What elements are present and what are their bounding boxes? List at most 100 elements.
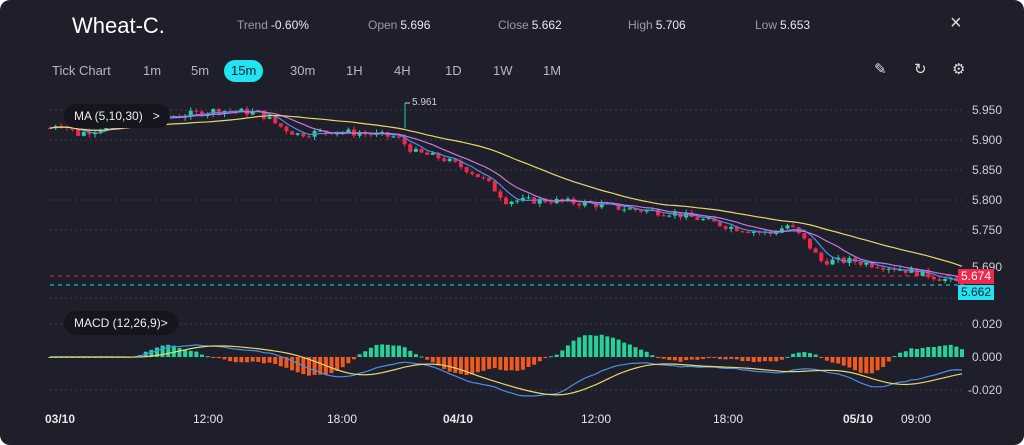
candle-body	[723, 226, 728, 229]
candle-body	[458, 161, 463, 168]
macd-histogram-bar	[374, 344, 379, 357]
close-icon[interactable]: ×	[950, 12, 962, 34]
candle-body	[633, 208, 638, 211]
candle-body	[582, 201, 587, 206]
candle-body	[261, 110, 266, 119]
macd-histogram-bar	[205, 356, 210, 358]
open-stat: Open 5.696	[368, 18, 430, 32]
macd-histogram-bar	[380, 344, 385, 357]
macd-histogram-bar	[706, 357, 711, 359]
macd-histogram-bar	[216, 357, 221, 359]
timeframe-1d[interactable]: 1D	[445, 63, 462, 78]
macd-histogram-bar	[520, 357, 525, 370]
macd-histogram-bar	[847, 357, 852, 368]
macd-histogram-bar	[931, 346, 936, 357]
timeframe-1m[interactable]: 1m	[143, 63, 162, 78]
candle-body	[599, 203, 604, 208]
candle-body	[278, 123, 283, 127]
candle-body	[937, 279, 942, 281]
macd-indicator-pill[interactable]: MACD (12,26,9)>	[64, 311, 178, 335]
chevron-right-icon: >	[160, 316, 168, 330]
settings-icon[interactable]: ⚙	[952, 61, 966, 78]
timeframe-1w[interactable]: 1W	[493, 63, 513, 78]
high-label: High	[628, 18, 653, 32]
candle-body	[644, 210, 649, 212]
candle-body	[943, 279, 948, 281]
candle-body	[526, 197, 531, 199]
candle-body	[509, 201, 514, 205]
timeframe-30m[interactable]: 30m	[290, 63, 316, 78]
macd-histogram-bar	[160, 345, 165, 357]
low-value: 5.653	[780, 18, 811, 32]
macd-histogram-bar	[290, 357, 295, 371]
candle-body	[402, 137, 407, 145]
close-stat: Close 5.662	[498, 18, 562, 32]
macd-histogram-bar	[791, 353, 796, 357]
timeframe-4h[interactable]: 4H	[394, 63, 411, 78]
macd-histogram-bar	[740, 357, 745, 362]
macd-histogram-bar	[278, 357, 283, 367]
macd-histogram-bar	[385, 344, 390, 357]
prev-price-tag: 5.674	[958, 269, 994, 284]
macd-histogram-bar	[571, 340, 576, 357]
candle-body	[70, 127, 75, 130]
candle-body	[301, 133, 306, 137]
candle-body	[211, 109, 216, 114]
macd-histogram-bar	[954, 346, 959, 357]
reset-icon[interactable]: ↻	[914, 61, 927, 78]
candle-body	[931, 276, 936, 280]
candle-body	[425, 152, 430, 155]
candle-body	[498, 191, 503, 198]
candle-body	[802, 233, 807, 239]
draw-icon[interactable]: ✎	[874, 61, 887, 78]
high-stat: High 5.706	[628, 18, 686, 32]
candle-body	[363, 133, 368, 135]
macd-histogram-bar	[166, 344, 171, 357]
macd-histogram-bar	[639, 349, 644, 357]
macd-histogram-bar	[734, 357, 739, 360]
open-value: 5.696	[400, 18, 431, 32]
macd-histogram-bar	[881, 357, 886, 367]
macd-histogram-bar	[830, 357, 835, 363]
candle-body	[290, 131, 295, 135]
macd-histogram-bar	[504, 357, 508, 371]
macd-histogram-bar	[481, 357, 486, 371]
timeframe-1m[interactable]: 1M	[543, 63, 562, 78]
macd-histogram-bar	[273, 357, 278, 365]
timeframe-5m[interactable]: 5m	[191, 63, 210, 78]
close-label: Close	[498, 18, 529, 32]
macd-histogram-bar	[622, 342, 627, 357]
timeframe-15m[interactable]: 15m	[224, 60, 264, 82]
macd-histogram-bar	[413, 354, 418, 357]
candle-body	[779, 228, 784, 233]
macd-histogram-bar	[312, 357, 317, 375]
candle-body	[397, 136, 402, 138]
candle-body	[188, 110, 193, 117]
macd-histogram-bar	[616, 339, 621, 357]
price-tick: 5.750	[972, 223, 1003, 237]
macd-histogram-bar	[335, 357, 340, 371]
macd-histogram-bar	[340, 357, 345, 368]
macd-histogram-bar	[633, 347, 638, 357]
macd-histogram-bar	[853, 357, 858, 371]
macd-histogram-bar	[245, 357, 250, 363]
macd-histogram-bar	[813, 354, 818, 357]
candle-body	[864, 262, 869, 265]
timeframe-tick-chart[interactable]: Tick Chart	[52, 63, 111, 78]
time-tick: 12:00	[192, 412, 224, 426]
price-tick: 5.950	[972, 103, 1003, 117]
price-tick: 5.900	[972, 133, 1003, 147]
macd-tick: 0.020	[972, 317, 1003, 331]
ma-indicator-pill[interactable]: MA (5,10,30) >	[64, 104, 170, 128]
candle-body	[875, 267, 880, 269]
time-tick: 12:00	[580, 412, 612, 426]
macd-histogram-bar	[188, 350, 193, 357]
ma30-line	[49, 114, 963, 267]
macd-histogram-bar	[898, 352, 903, 357]
macd-histogram-bar	[672, 357, 677, 361]
timeframe-1h[interactable]: 1H	[346, 63, 363, 78]
macd-histogram-bar	[425, 357, 430, 360]
macd-histogram-bar	[532, 357, 537, 365]
candle-body	[481, 177, 486, 179]
